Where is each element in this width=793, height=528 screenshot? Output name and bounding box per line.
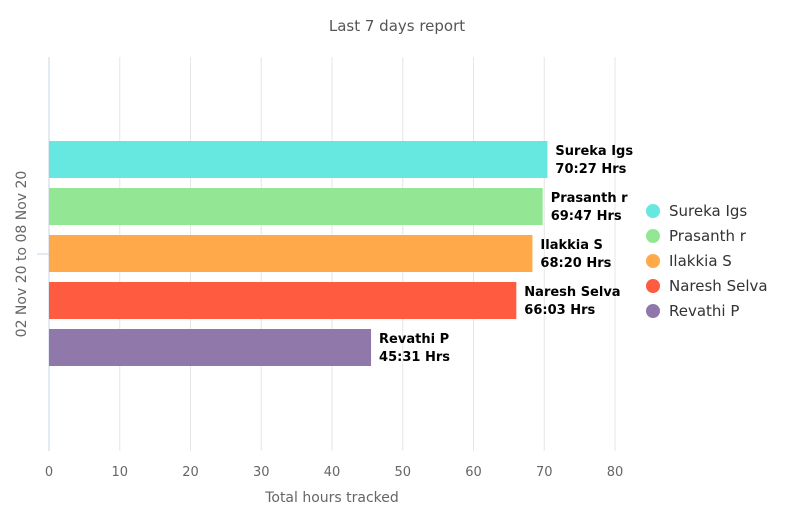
x-tick-label: 10: [111, 465, 128, 480]
x-axis-ticks: 0 10 20 30 40 50 60 70 80: [45, 465, 623, 480]
legend-marker: [646, 204, 660, 218]
bar[interactable]: [49, 188, 543, 225]
x-axis-title: Total hours tracked: [264, 490, 399, 506]
legend-item[interactable]: Naresh Selva: [646, 277, 768, 295]
x-tick-label: 20: [182, 465, 199, 480]
bars: [49, 141, 548, 366]
data-label-name: Prasanth r: [551, 191, 628, 206]
data-label-value: 45:31 Hrs: [379, 350, 450, 365]
data-label-value: 68:20 Hrs: [540, 256, 611, 271]
data-label-name: Naresh Selva: [524, 285, 620, 300]
legend-label: Prasanth r: [669, 227, 747, 245]
x-tick-label: 60: [465, 465, 482, 480]
legend-label: Revathi P: [669, 302, 739, 320]
bar[interactable]: [49, 329, 372, 366]
category-label: 02 Nov 20 to 08 Nov 20: [14, 171, 30, 338]
bar[interactable]: [49, 235, 533, 272]
data-label-name: Ilakkia S: [540, 238, 602, 253]
legend-label: Sureka Igs: [669, 202, 747, 220]
legend-item[interactable]: Ilakkia S: [646, 252, 732, 270]
legend-item[interactable]: Revathi P: [646, 302, 739, 320]
legend-label: Naresh Selva: [669, 277, 768, 295]
x-tick-label: 70: [536, 465, 553, 480]
legend-marker: [646, 254, 660, 268]
data-label-value: 69:47 Hrs: [551, 209, 622, 224]
data-labels: Sureka Igs 70:27 Hrs Prasanth r 69:47 Hrs Il…: [379, 144, 633, 365]
data-label-name: Sureka Igs: [555, 144, 633, 159]
data-label-name: Revathi P: [379, 332, 449, 347]
legend-marker: [646, 304, 660, 318]
x-tick-label: 80: [607, 465, 624, 480]
x-tick-label: 40: [324, 465, 341, 480]
bar[interactable]: [49, 141, 548, 178]
x-tick-label: 30: [253, 465, 270, 480]
bar[interactable]: [49, 282, 517, 319]
x-tick-label: 50: [394, 465, 411, 480]
legend-marker: [646, 279, 660, 293]
chart-title: Last 7 days report: [329, 17, 465, 35]
data-label-value: 66:03 Hrs: [524, 303, 595, 318]
x-tick-label: 0: [45, 465, 53, 480]
data-label-value: 70:27 Hrs: [555, 162, 626, 177]
legend-item[interactable]: Sureka Igs: [646, 202, 747, 220]
legend-marker: [646, 229, 660, 243]
legend[interactable]: Sureka Igs Prasanth r Ilakkia S Naresh Selv…: [646, 202, 768, 320]
legend-item[interactable]: Prasanth r: [646, 227, 747, 245]
legend-label: Ilakkia S: [669, 252, 732, 270]
